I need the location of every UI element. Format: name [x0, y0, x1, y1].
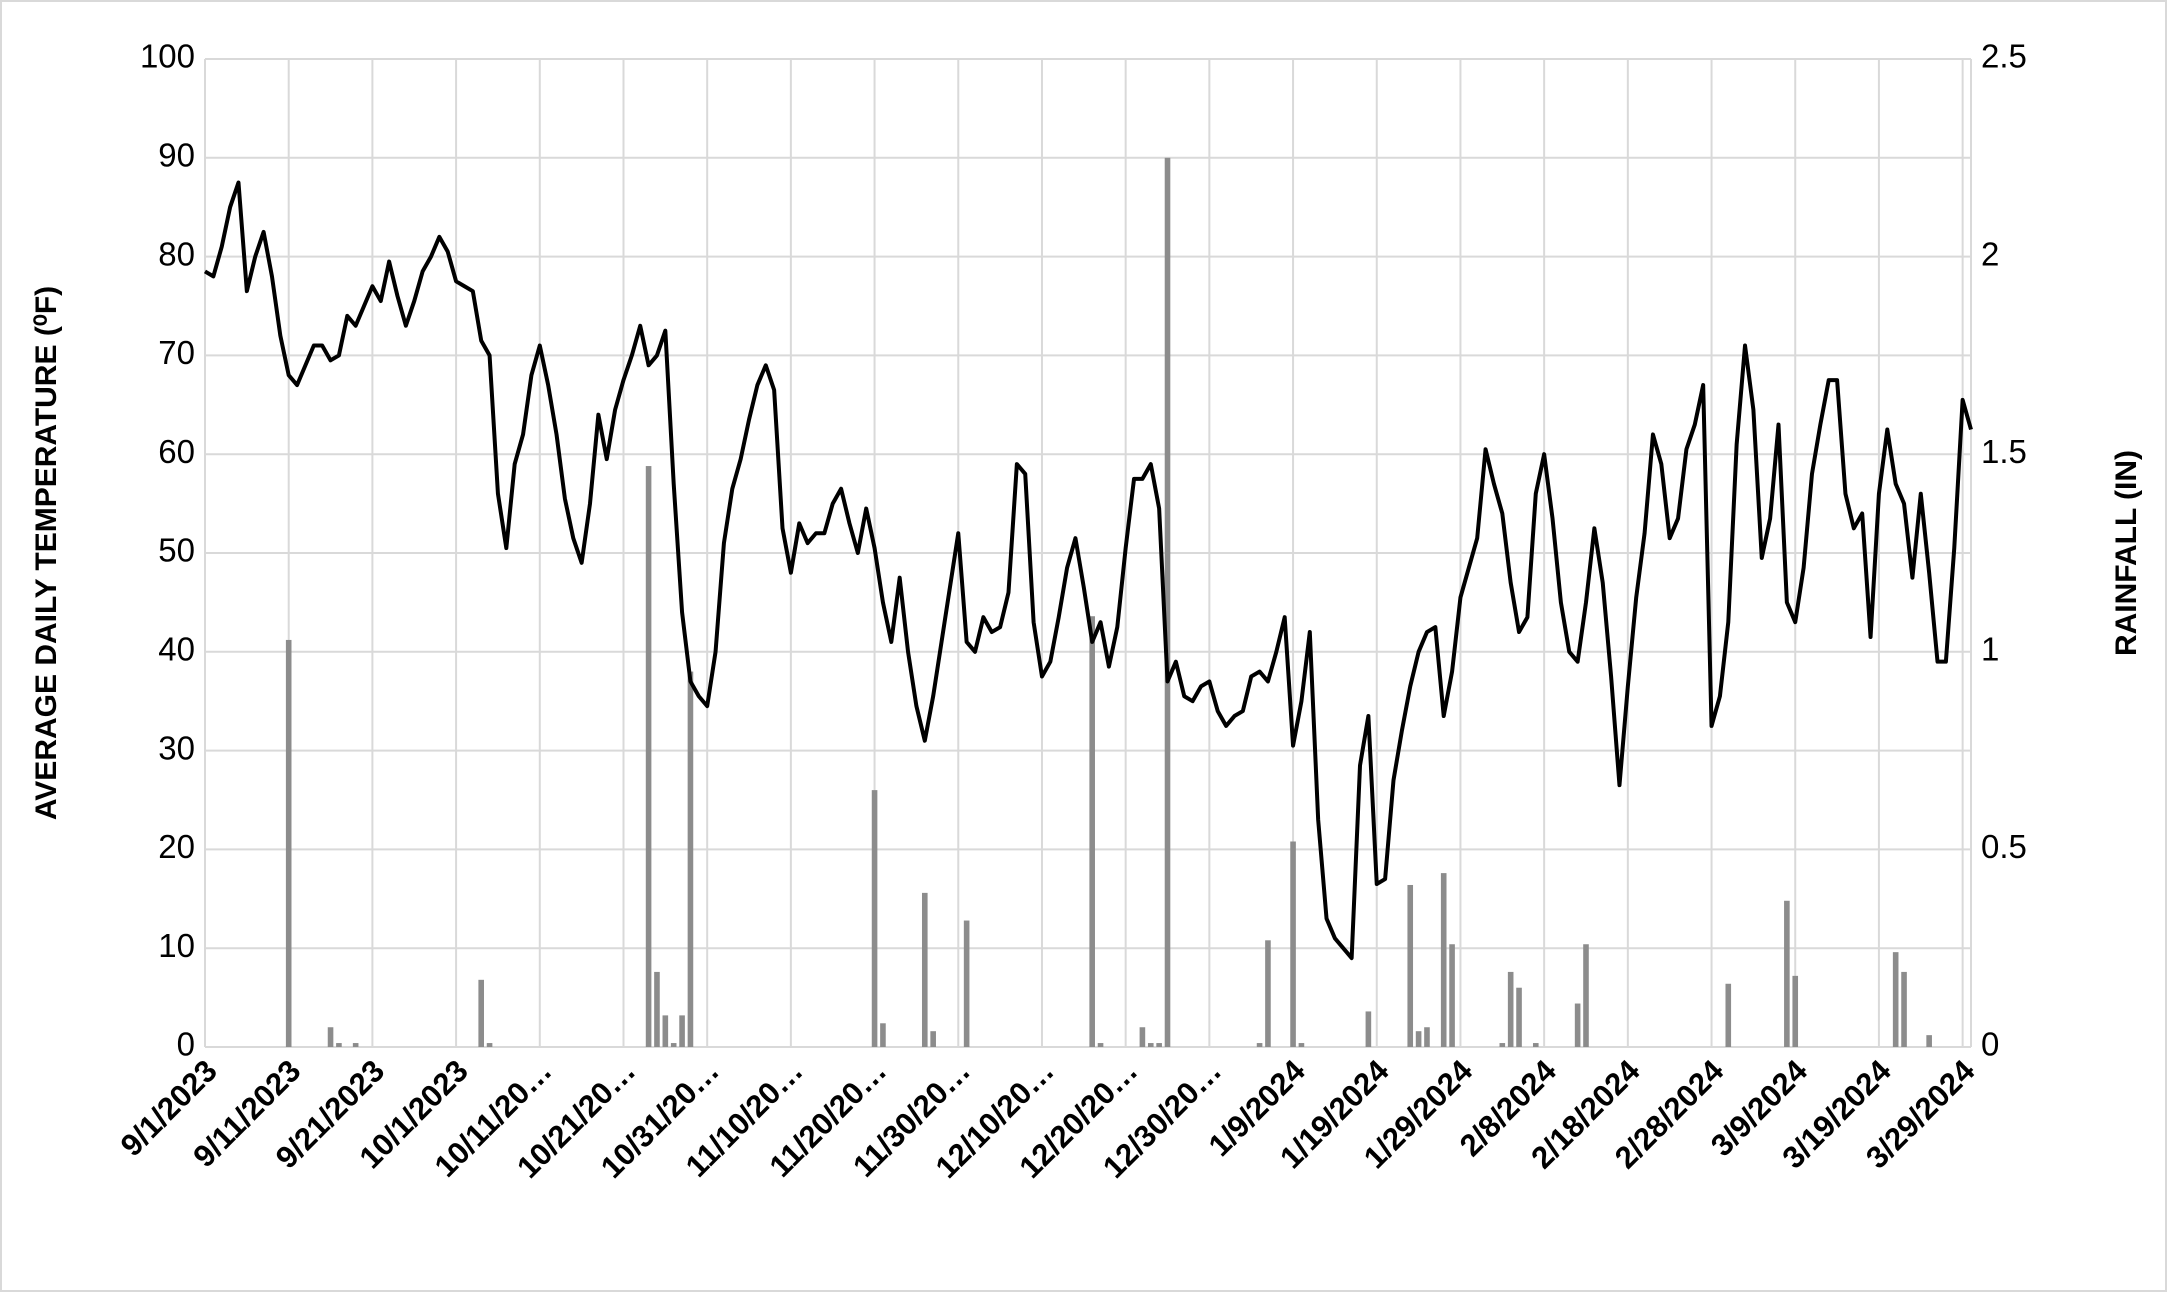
- rain-bar: [645, 466, 652, 1047]
- rain-bar: [327, 1027, 334, 1047]
- y-tick-label: 20: [158, 828, 195, 865]
- y-tick-label: 40: [158, 631, 195, 668]
- y2-axis-title: RAINFALL (IN): [2110, 450, 2143, 656]
- rain-bar: [1926, 1035, 1932, 1047]
- rain-bar: [880, 1023, 886, 1047]
- y-tick-label: 50: [158, 532, 195, 569]
- y-tick-label: 80: [158, 235, 195, 272]
- temperature-line: [203, 180, 1973, 961]
- rain-bar: [336, 1043, 342, 1047]
- rain-bar: [1725, 983, 1732, 1047]
- rain-bar: [1532, 1043, 1539, 1047]
- rain-bar: [921, 892, 928, 1047]
- rain-bar: [1583, 944, 1589, 1047]
- rain-bar: [1256, 1043, 1263, 1047]
- rain-bar: [1147, 1043, 1154, 1047]
- rain-bar: [1784, 900, 1790, 1047]
- y2-tick-label: 2: [1981, 235, 1999, 272]
- y-tick-label: 90: [158, 137, 195, 174]
- rain-bar: [1449, 944, 1455, 1047]
- rain-bar: [1516, 987, 1522, 1047]
- rain-bar: [679, 1015, 685, 1047]
- y-tick-label: 70: [158, 334, 195, 371]
- y2-tick-label: 1.5: [1981, 433, 2027, 470]
- y-tick-label: 0: [177, 1026, 195, 1063]
- rain-bar: [1265, 940, 1271, 1047]
- rain-bar: [1507, 971, 1514, 1047]
- rain-bar: [285, 639, 292, 1047]
- rain-bar: [930, 1031, 936, 1047]
- rain-bar: [1424, 1027, 1430, 1047]
- rain-bar: [1415, 1031, 1422, 1047]
- y2-tick-label: 0: [1981, 1026, 1999, 1063]
- y2-tick-label: 1: [1981, 631, 1999, 668]
- rain-bar: [486, 1043, 493, 1047]
- rain-bar: [478, 979, 484, 1047]
- rain-bar: [1298, 1043, 1305, 1047]
- rain-bar: [654, 971, 660, 1047]
- rain-bar: [352, 1043, 359, 1047]
- rain-bar: [1164, 157, 1171, 1048]
- rain-bar: [687, 671, 694, 1047]
- y-tick-label: 10: [158, 927, 195, 964]
- rain-bar: [1139, 1027, 1146, 1047]
- rain-bar: [963, 920, 970, 1047]
- rain-bar: [1574, 1003, 1581, 1047]
- y2-tick-label: 0.5: [1981, 828, 2027, 865]
- rain-bar: [662, 1015, 669, 1047]
- rain-bar: [1156, 1043, 1162, 1047]
- y-tick-label: 60: [158, 433, 195, 470]
- rain-bar: [1792, 975, 1799, 1047]
- rain-bar: [871, 790, 878, 1047]
- rain-bar: [1901, 971, 1907, 1047]
- rain-bar: [1440, 873, 1447, 1047]
- y-axis-title: AVERAGE DAILY TEMPERATURE (⁰F): [30, 286, 63, 820]
- rain-bar: [670, 1043, 677, 1047]
- rain-bar: [1499, 1043, 1506, 1047]
- rain-bar: [1290, 841, 1296, 1047]
- rain-bar: [1097, 1043, 1104, 1047]
- rain-bar: [1365, 1011, 1372, 1047]
- y-tick-label: 100: [140, 38, 195, 75]
- y-tick-label: 30: [158, 729, 195, 766]
- y2-tick-label: 2.5: [1981, 38, 2027, 75]
- rain-bar: [1892, 952, 1899, 1047]
- rain-bar: [1089, 616, 1095, 1047]
- rain-bar: [1407, 884, 1414, 1047]
